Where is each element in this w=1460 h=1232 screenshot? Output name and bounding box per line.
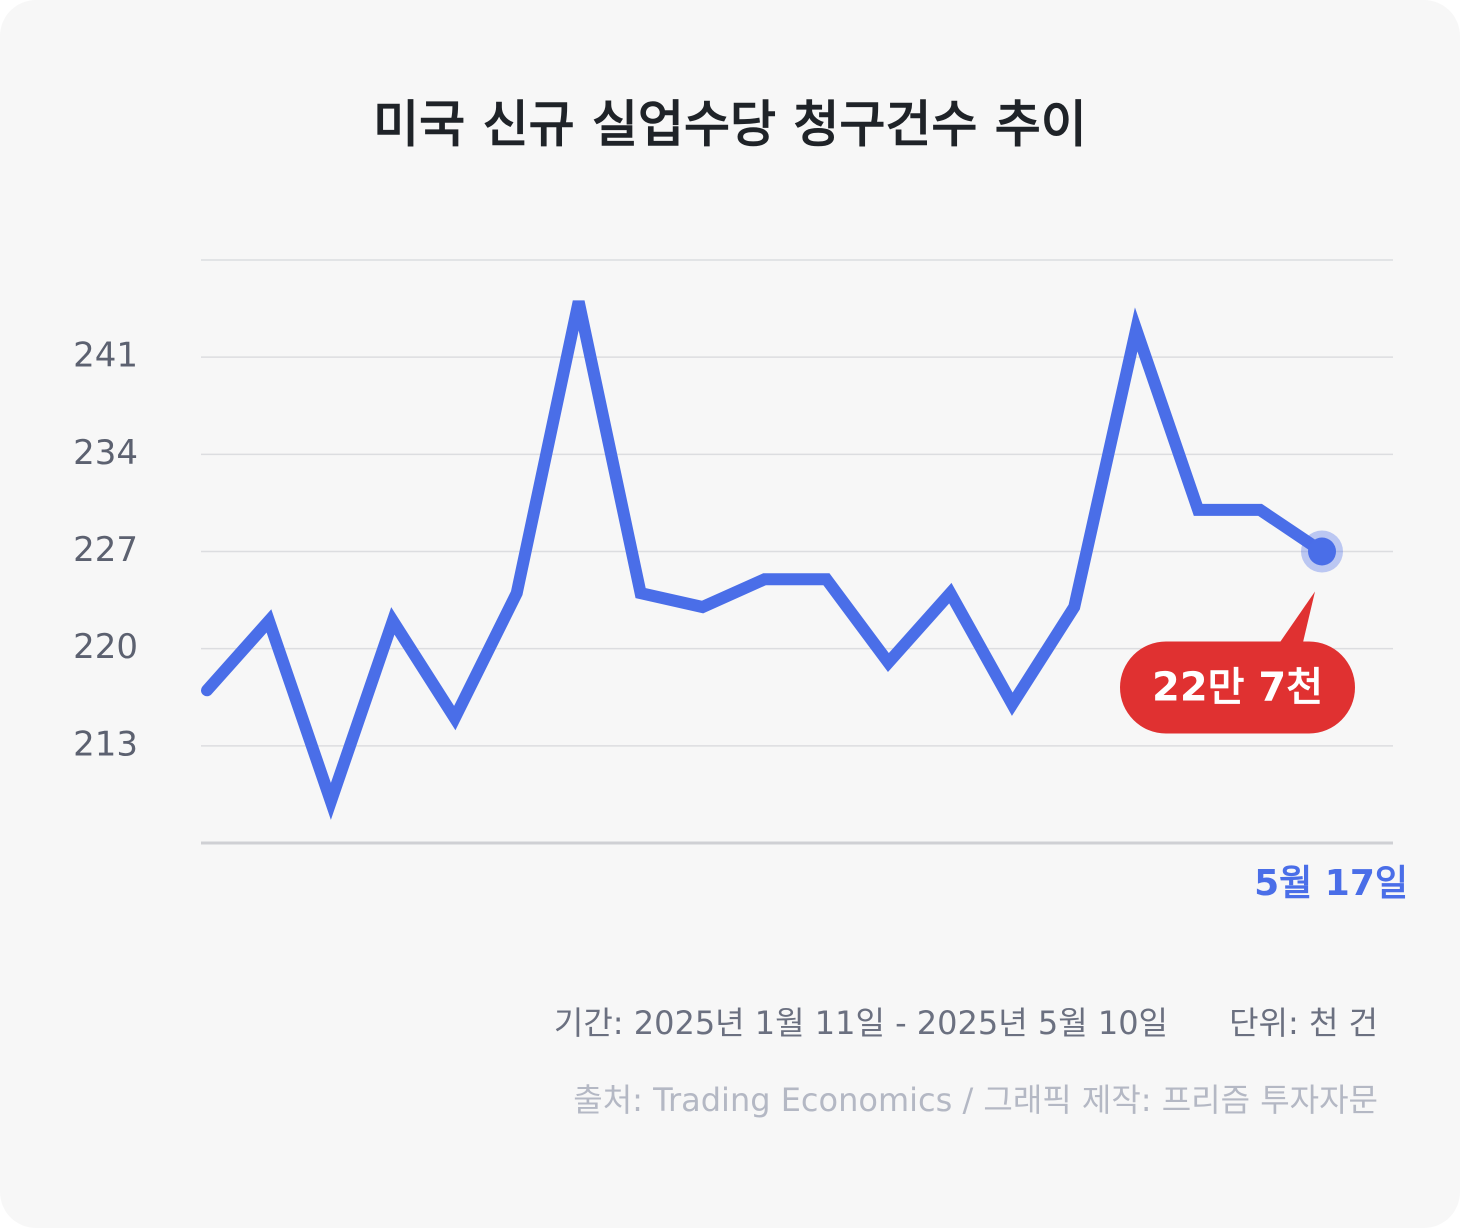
y-tick-label: 234 <box>73 433 138 473</box>
y-tick-label: 227 <box>73 530 138 570</box>
value-label: 22만 7천 <box>1152 665 1323 711</box>
callout-pointer <box>1277 591 1315 647</box>
y-tick-label: 220 <box>73 627 138 667</box>
y-tick-label: 213 <box>73 724 138 764</box>
y-tick-label: 241 <box>73 336 138 376</box>
period: 기간: 2025년 1월 11일 - 2025년 5월 10일 <box>554 1004 1168 1042</box>
source: 출처: Trading Economics / 그래픽 제작: 프리즘 투자자문 <box>573 1081 1378 1119</box>
callout-box <box>1120 641 1355 734</box>
line <box>201 300 1328 820</box>
x-tick-label: 5월 17일 <box>1254 863 1408 904</box>
unit: 단위: 천 건 <box>1229 1004 1378 1042</box>
point <box>1308 537 1336 566</box>
chart-title: 미국 신규 실업수당 청구건수 추이 <box>373 96 1087 154</box>
callout: 22만 7천 <box>1120 591 1355 734</box>
